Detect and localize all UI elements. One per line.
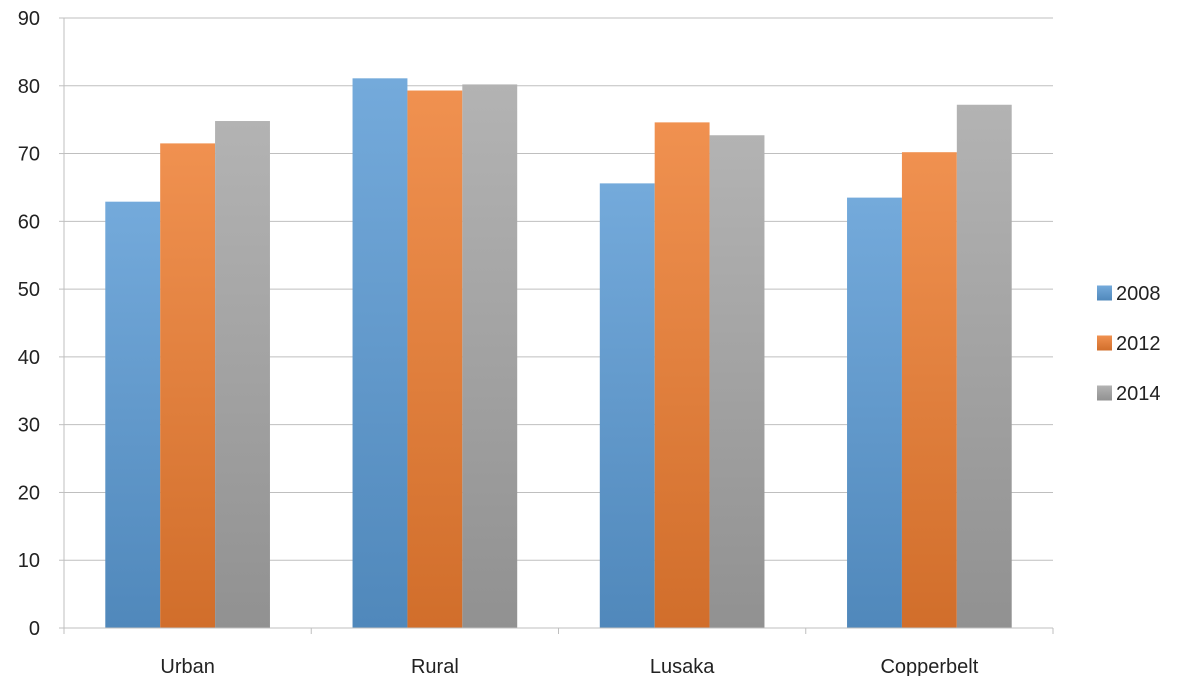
bar-lusaka-2014 bbox=[709, 135, 765, 628]
legend-swatch bbox=[1097, 285, 1112, 301]
bar-lusaka-2012 bbox=[654, 122, 710, 628]
x-tick-label: Urban bbox=[160, 656, 214, 676]
x-tick-label: Lusaka bbox=[650, 656, 715, 676]
axes: 0 10 20 30 40 50 60 70 80 90 Urban Rural Lusaka Coppe… bbox=[18, 8, 1054, 676]
y-tick-label: 70 bbox=[18, 144, 40, 166]
bar-rural-2014 bbox=[462, 84, 518, 628]
y-tick-label: 80 bbox=[18, 76, 40, 98]
bar-urban-2008 bbox=[105, 201, 161, 628]
y-tick-label: 90 bbox=[18, 8, 40, 30]
y-tick-label: 30 bbox=[18, 415, 40, 437]
x-tick-label: Rural bbox=[411, 656, 459, 676]
bars bbox=[105, 78, 1012, 629]
legend: 2008 2012 2014 bbox=[1097, 283, 1161, 405]
y-tick-label: 20 bbox=[18, 482, 40, 504]
legend-label: 2014 bbox=[1116, 383, 1161, 405]
x-tick-label: Copperbelt bbox=[880, 656, 978, 676]
bar-rural-2008 bbox=[352, 78, 408, 629]
legend-swatch bbox=[1097, 385, 1112, 401]
y-tick-label: 10 bbox=[18, 550, 40, 572]
bar-urban-2012 bbox=[160, 143, 216, 628]
y-tick-label: 0 bbox=[29, 618, 40, 640]
bar-copperbelt-2012 bbox=[901, 152, 957, 628]
bar-copperbelt-2014 bbox=[956, 104, 1012, 628]
bar-urban-2014 bbox=[215, 121, 270, 629]
y-tick-label: 60 bbox=[18, 211, 40, 233]
bar-copperbelt-2008 bbox=[847, 197, 902, 628]
bar-rural-2012 bbox=[407, 90, 463, 629]
legend-label: 2008 bbox=[1116, 283, 1161, 305]
legend-label: 2012 bbox=[1116, 333, 1161, 355]
y-tick-label: 40 bbox=[18, 347, 40, 369]
y-tick-label: 50 bbox=[18, 279, 40, 301]
legend-swatch bbox=[1097, 335, 1112, 351]
bar-lusaka-2008 bbox=[599, 183, 655, 628]
